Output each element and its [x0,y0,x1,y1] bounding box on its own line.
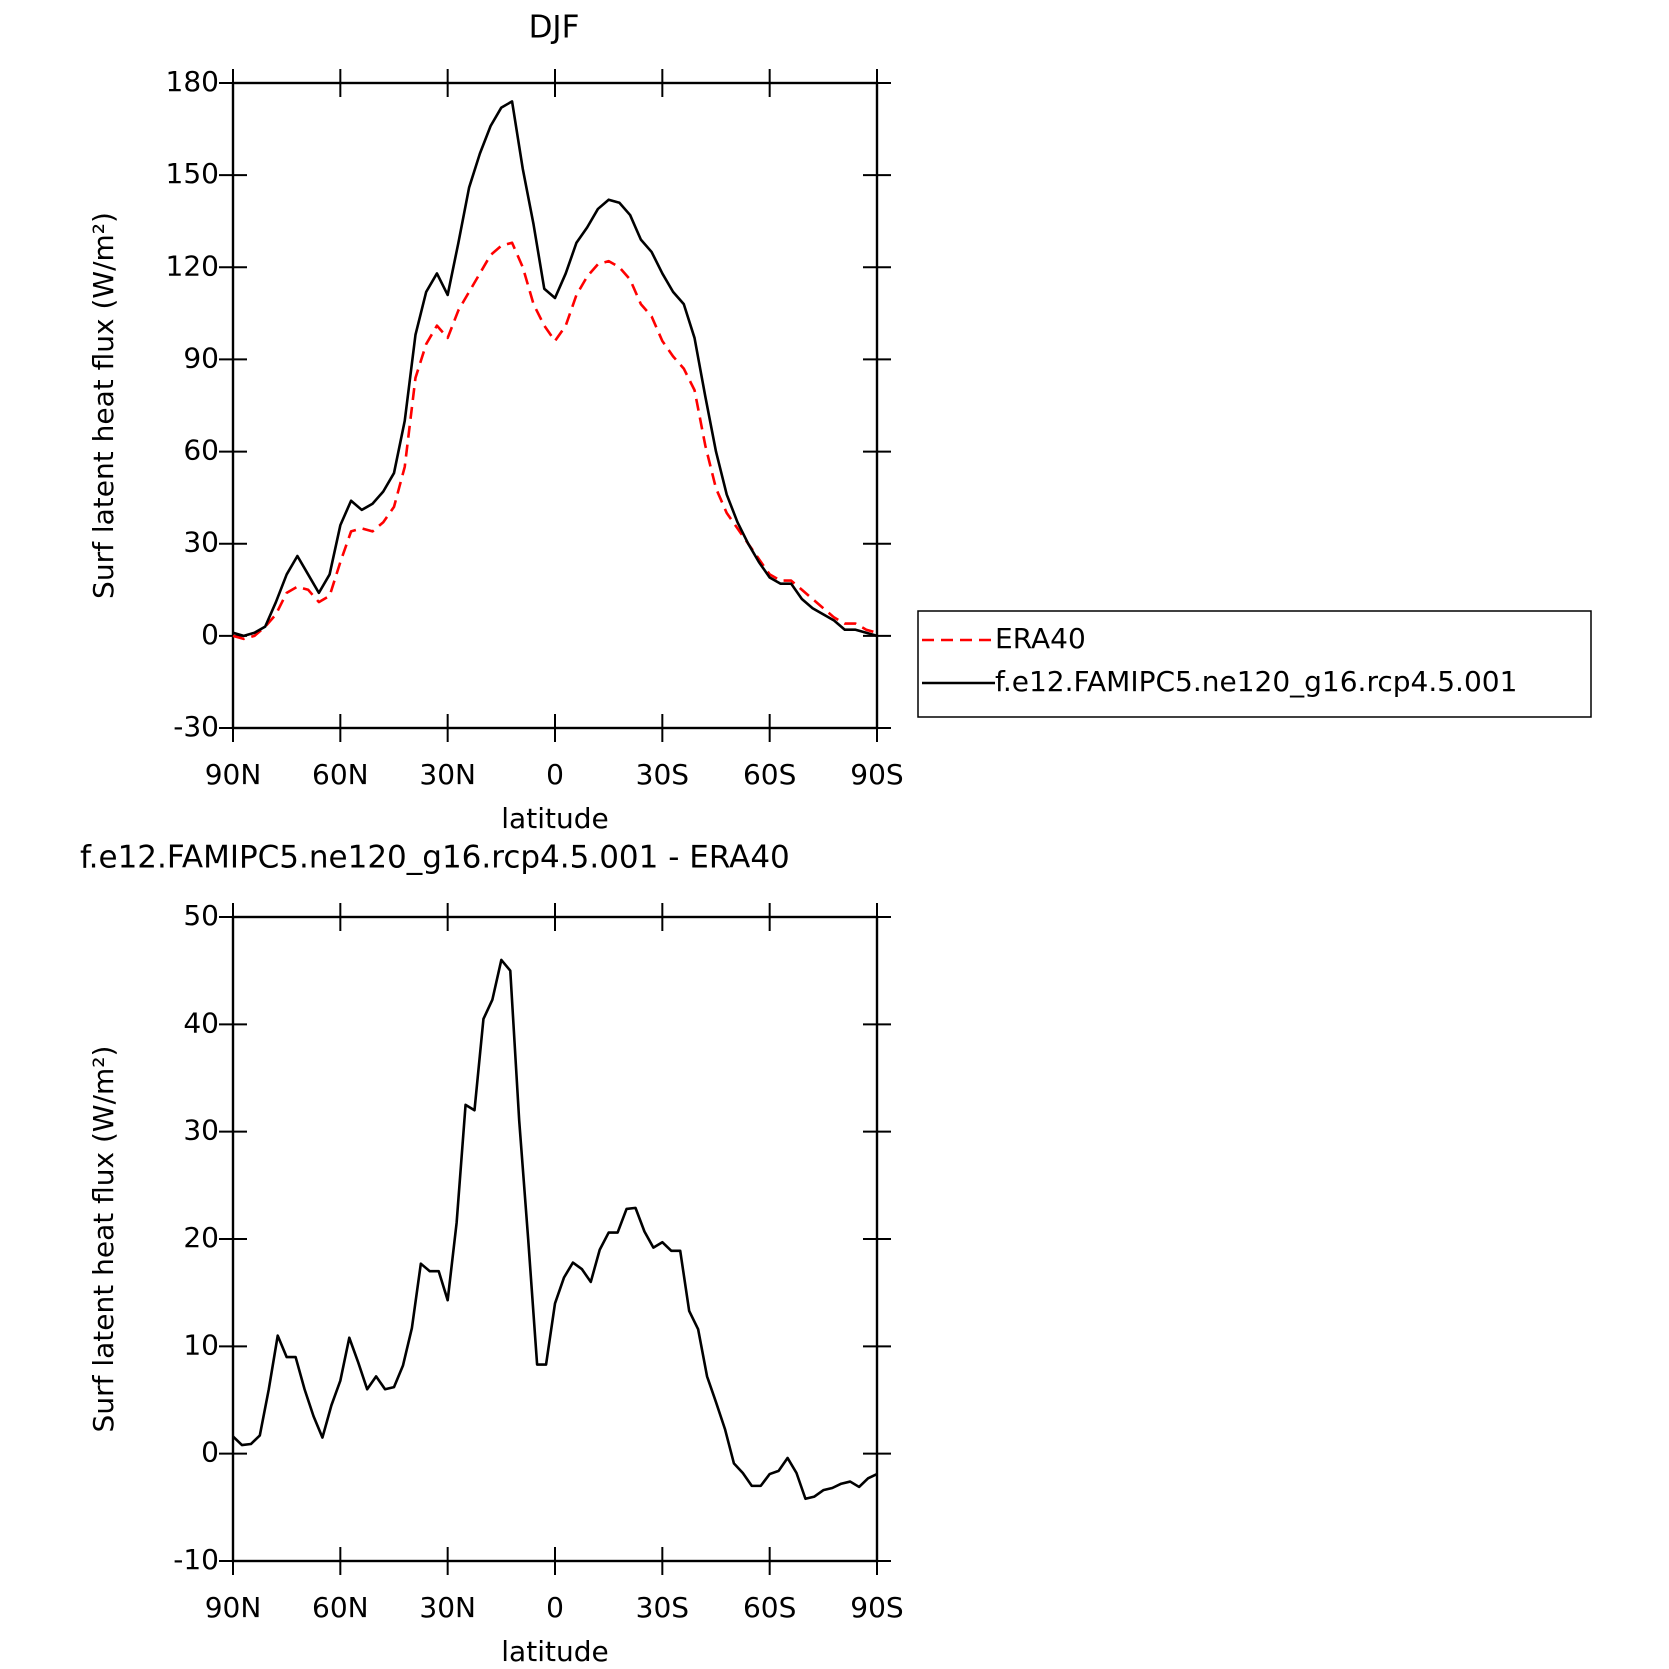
legend-box [917,610,1592,718]
y-tick-label: 30 [183,526,219,559]
x-tick-label: 60N [312,1591,369,1624]
y-tick-label: 150 [166,157,219,190]
y-tick-label: 40 [183,1006,219,1039]
x-tick-label: 90N [205,758,262,791]
plot-frame [231,81,879,730]
y-tick-label: 50 [183,899,219,932]
data-line [232,958,878,1501]
x-tick-label: 90S [850,758,903,791]
y-tick-label: 90 [183,341,219,374]
x-axis-label: latitude [501,1635,608,1668]
y-tick-label: -30 [173,710,219,743]
y-tick-label: 0 [201,618,219,651]
data-line [232,241,878,641]
y-tick-label: 60 [183,434,219,467]
x-tick-label: 90N [205,1591,262,1624]
y-tick-label: 30 [183,1114,219,1147]
x-axis-label: latitude [501,802,608,835]
x-tick-label: 60S [743,1591,796,1624]
x-tick-label: 30N [419,1591,476,1624]
plot-frame [231,915,879,1563]
y-tick-label: 10 [183,1328,219,1361]
x-tick-label: 0 [546,758,564,791]
y-tick-label: 20 [183,1221,219,1254]
legend-label: ERA40 [995,622,1086,655]
y-tick-label: 0 [201,1436,219,1469]
chart-title: DJF [529,10,580,46]
chart-title: f.e12.FAMIPC5.ne120_g16.rcp4.5.001 - ERA… [80,840,790,876]
y-tick-label: 180 [166,65,219,98]
x-tick-label: 60S [743,758,796,791]
x-tick-label: 90S [850,1591,903,1624]
x-tick-label: 30N [419,758,476,791]
legend-label: f.e12.FAMIPC5.ne120_g16.rcp4.5.001 [995,665,1517,698]
x-tick-label: 30S [636,1591,689,1624]
y-tick-label: 120 [166,249,219,282]
y-axis-label: Surf latent heat flux (W/m²) [87,212,120,599]
y-tick-label: -10 [173,1543,219,1576]
x-tick-label: 30S [636,758,689,791]
x-tick-label: 60N [312,758,369,791]
data-line [232,100,878,638]
y-axis-label: Surf latent heat flux (W/m²) [87,1046,120,1433]
x-tick-label: 0 [546,1591,564,1624]
